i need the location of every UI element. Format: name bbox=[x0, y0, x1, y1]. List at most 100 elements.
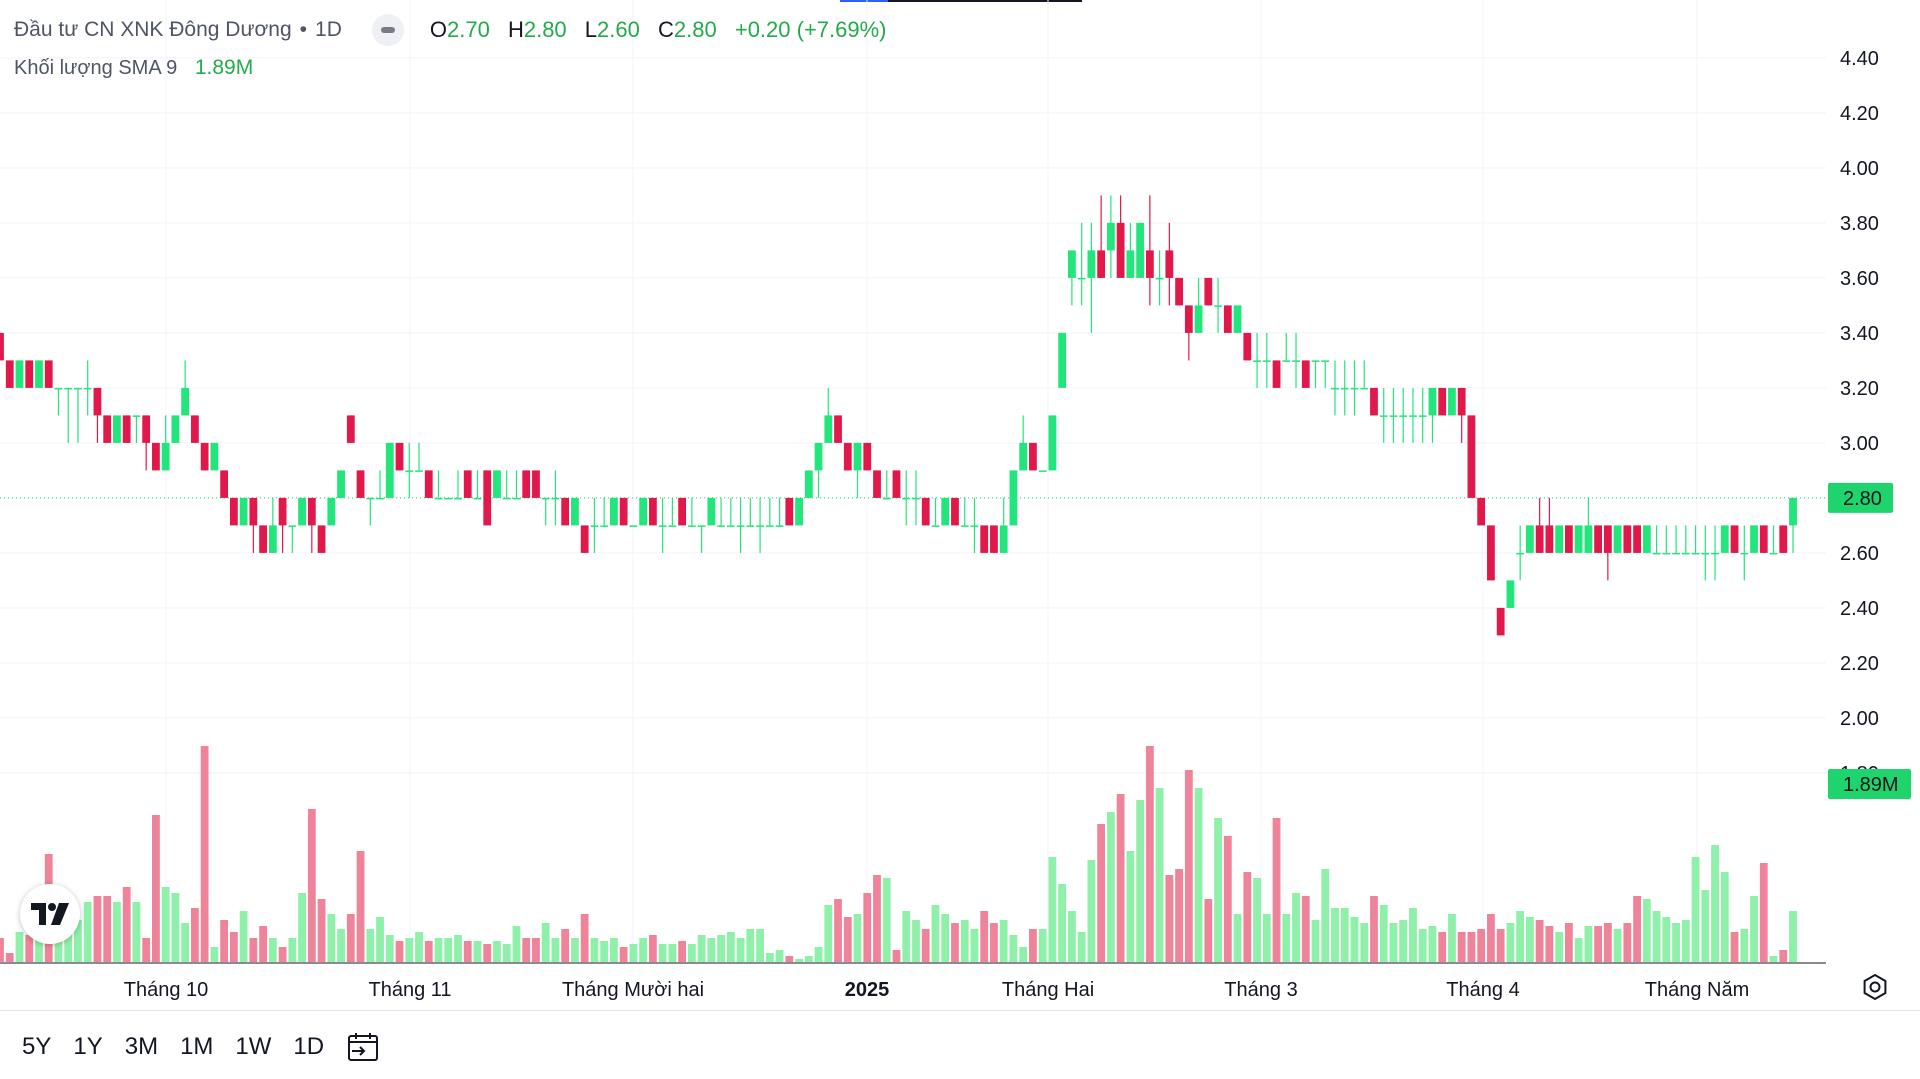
volume-bar bbox=[1058, 884, 1067, 962]
range-3m-button[interactable]: 3M bbox=[124, 1033, 159, 1060]
candle-body bbox=[1399, 415, 1408, 417]
candle-body bbox=[1506, 580, 1515, 608]
candle-body bbox=[337, 470, 345, 498]
candle-body bbox=[181, 387, 190, 416]
volume-bar bbox=[220, 920, 229, 962]
candle-body bbox=[1448, 387, 1456, 416]
volume-bar bbox=[736, 938, 745, 962]
interval-label[interactable]: 1D bbox=[315, 18, 342, 41]
candle-body bbox=[931, 525, 940, 527]
candle-body bbox=[980, 525, 989, 553]
volume-bar bbox=[1711, 845, 1719, 962]
candle-body bbox=[200, 442, 209, 471]
low-value: 2.60 bbox=[597, 17, 640, 42]
volume-bar bbox=[804, 956, 813, 962]
volume-bar bbox=[882, 878, 891, 962]
candle-body bbox=[746, 525, 755, 527]
candle-body bbox=[834, 415, 842, 443]
candle-body bbox=[483, 470, 492, 526]
candle-body bbox=[843, 442, 852, 471]
range-1w-button[interactable]: 1W bbox=[235, 1033, 272, 1060]
candle-body bbox=[1282, 360, 1291, 362]
volume-bar bbox=[951, 923, 959, 962]
candle-body bbox=[1516, 552, 1525, 555]
volume-bar bbox=[522, 938, 531, 962]
price-chart[interactable]: 4.40 4.20 4.00 3.80 3.60 3.40 3.20 3.00 2.80 2.60… bbox=[0, 0, 1920, 1010]
volume-bar bbox=[1477, 929, 1486, 962]
candle-body bbox=[190, 415, 199, 443]
volume-bar bbox=[1282, 914, 1291, 962]
volume-bar bbox=[278, 947, 287, 962]
separator-dot: • bbox=[299, 18, 308, 41]
candle-body bbox=[1525, 525, 1534, 553]
volume-bar bbox=[1574, 938, 1583, 962]
range-1d-button[interactable]: 1D bbox=[293, 1033, 325, 1060]
candle-body bbox=[1145, 250, 1154, 278]
volume-bar bbox=[532, 938, 540, 962]
candle-body bbox=[1272, 360, 1281, 388]
candle-body bbox=[804, 470, 813, 498]
volume-bar bbox=[1457, 932, 1466, 962]
candle-body bbox=[1711, 552, 1719, 555]
volume-bar bbox=[571, 938, 579, 962]
price-tick-label: 2.60 bbox=[1840, 543, 1879, 565]
volume-bar bbox=[1262, 914, 1271, 962]
volume-bar bbox=[415, 932, 423, 962]
candle-body bbox=[1019, 442, 1028, 471]
volume-bar bbox=[921, 929, 930, 962]
top-indicator-line bbox=[840, 0, 1082, 2]
range-1m-button[interactable]: 1M bbox=[180, 1033, 214, 1060]
volume-bar bbox=[103, 896, 112, 962]
candle-body bbox=[25, 360, 34, 388]
candle-body bbox=[259, 525, 268, 553]
candle-body bbox=[697, 525, 706, 527]
candle-body bbox=[1097, 250, 1106, 278]
candle-body bbox=[239, 497, 248, 526]
calendar-goto-icon[interactable] bbox=[346, 1031, 380, 1063]
volume-bar bbox=[1029, 929, 1037, 962]
volume-bar bbox=[970, 929, 979, 962]
open-value: 2.70 bbox=[447, 17, 490, 42]
candle-body bbox=[610, 497, 618, 526]
candle-body bbox=[648, 497, 657, 526]
candle-body bbox=[444, 497, 453, 500]
volume-bar bbox=[288, 938, 297, 962]
volume-bar bbox=[1009, 935, 1018, 962]
candle-body bbox=[493, 470, 501, 498]
candle-body bbox=[824, 415, 833, 443]
collapse-legend-icon[interactable] bbox=[371, 14, 404, 46]
volume-bar bbox=[1233, 914, 1242, 962]
volume-bar bbox=[1145, 746, 1154, 962]
volume-bar bbox=[395, 941, 404, 962]
volume-bar bbox=[648, 935, 657, 962]
volume-bar bbox=[454, 935, 462, 962]
candle-body bbox=[912, 497, 920, 500]
candle-body bbox=[1116, 222, 1125, 278]
volume-bar bbox=[1759, 863, 1768, 962]
chart-settings-icon[interactable] bbox=[1860, 972, 1890, 1002]
tradingview-logo-icon[interactable] bbox=[20, 884, 80, 944]
volume-legend[interactable]: Khối lượng SMA 9 1.89M bbox=[14, 56, 253, 80]
range-5y-button[interactable]: 5Y bbox=[22, 1033, 52, 1060]
candle-body bbox=[327, 497, 336, 526]
volume-bar bbox=[74, 920, 82, 962]
symbol-name[interactable]: Đầu tư CN XNK Đông Dương bbox=[14, 18, 292, 41]
price-tick-label: 4.20 bbox=[1840, 103, 1879, 125]
volume-bar bbox=[113, 902, 121, 962]
volume-bar bbox=[1038, 929, 1047, 962]
volume-bar bbox=[502, 944, 511, 962]
range-1y-button[interactable]: 1Y bbox=[73, 1033, 103, 1060]
volume-bar bbox=[863, 893, 872, 962]
candle-body bbox=[541, 497, 550, 500]
candle-body bbox=[532, 470, 540, 498]
volume-bar bbox=[892, 950, 901, 962]
volume-bar bbox=[1272, 818, 1281, 962]
volume-bar bbox=[1165, 875, 1174, 962]
candle-body bbox=[395, 442, 404, 471]
volume-bar bbox=[1311, 920, 1320, 962]
volume-bar bbox=[229, 932, 238, 962]
candle-body bbox=[1253, 360, 1261, 362]
ohlc-values: O2.70 H2.80 L2.60 C2.80 +0.20 (+7.69%) bbox=[430, 17, 887, 43]
volume-bar bbox=[824, 905, 833, 962]
symbol-legend: Đầu tư CN XNK Đông Dương • 1D O2.70 H2.8… bbox=[14, 14, 887, 46]
